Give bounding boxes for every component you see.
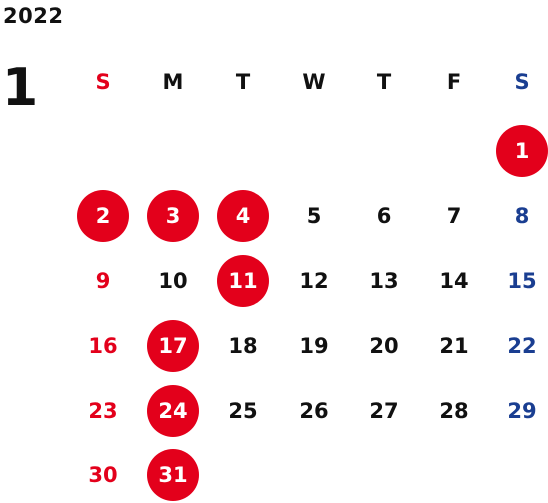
day-cell[interactable]: 22 bbox=[507, 334, 537, 358]
day-cell-holiday[interactable]: 24 bbox=[147, 385, 199, 437]
day-cell[interactable]: 14 bbox=[439, 269, 469, 293]
day-cell[interactable]: 13 bbox=[369, 269, 399, 293]
day-cell-holiday[interactable]: 1 bbox=[496, 125, 548, 177]
day-cell[interactable]: 10 bbox=[158, 269, 188, 293]
day-cell[interactable]: 7 bbox=[446, 204, 462, 228]
day-cell[interactable]: 6 bbox=[376, 204, 392, 228]
day-cell-holiday[interactable]: 2 bbox=[77, 190, 129, 242]
day-cell[interactable]: 19 bbox=[299, 334, 329, 358]
day-cell[interactable]: 8 bbox=[514, 204, 530, 228]
weekday-header-friday: F bbox=[446, 70, 462, 94]
day-cell[interactable]: 29 bbox=[507, 399, 537, 423]
day-cell-holiday[interactable]: 17 bbox=[147, 320, 199, 372]
day-cell[interactable]: 28 bbox=[439, 399, 469, 423]
month-label: 1 bbox=[2, 58, 39, 118]
weekday-header-thursday: T bbox=[376, 70, 392, 94]
weekday-header-saturday: S bbox=[514, 70, 530, 94]
day-cell-holiday[interactable]: 11 bbox=[217, 255, 269, 307]
day-cell-holiday[interactable]: 31 bbox=[147, 449, 199, 501]
day-cell[interactable]: 27 bbox=[369, 399, 399, 423]
day-cell[interactable]: 16 bbox=[88, 334, 118, 358]
day-cell[interactable]: 18 bbox=[228, 334, 258, 358]
weekday-header-sunday: S bbox=[95, 70, 111, 94]
day-cell[interactable]: 12 bbox=[299, 269, 329, 293]
weekday-header-wednesday: W bbox=[302, 70, 326, 94]
day-cell-holiday[interactable]: 3 bbox=[147, 190, 199, 242]
weekday-header-tuesday: T bbox=[235, 70, 251, 94]
weekday-header-monday: M bbox=[162, 70, 184, 94]
day-cell[interactable]: 25 bbox=[228, 399, 258, 423]
year-label: 2022 bbox=[3, 4, 64, 28]
day-cell[interactable]: 21 bbox=[439, 334, 469, 358]
day-cell[interactable]: 23 bbox=[88, 399, 118, 423]
day-cell[interactable]: 5 bbox=[306, 204, 322, 228]
day-cell[interactable]: 15 bbox=[507, 269, 537, 293]
day-cell-holiday[interactable]: 4 bbox=[217, 190, 269, 242]
day-cell[interactable]: 30 bbox=[88, 463, 118, 487]
day-cell[interactable]: 26 bbox=[299, 399, 329, 423]
day-cell[interactable]: 9 bbox=[95, 269, 111, 293]
day-cell[interactable]: 20 bbox=[369, 334, 399, 358]
